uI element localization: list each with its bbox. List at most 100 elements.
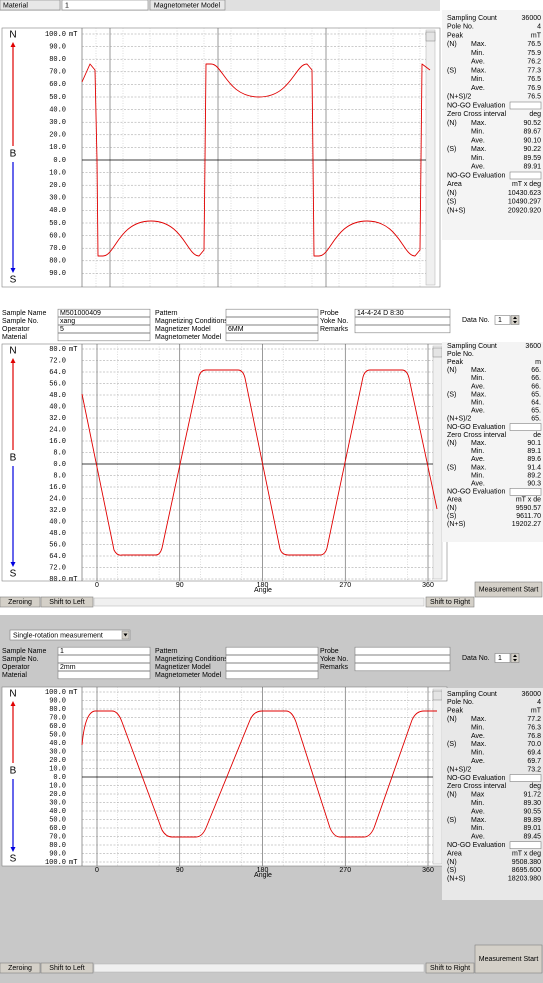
- stat-group: (S): [447, 67, 456, 74]
- y-unit: mT: [69, 689, 77, 697]
- y-tick-label: 40.0: [49, 207, 66, 215]
- stat-value: 66.: [531, 383, 541, 390]
- field-box: [225, 316, 319, 326]
- field-label: Data No.: [462, 317, 490, 324]
- stat-label: Peak: [447, 32, 463, 39]
- scroll-arrow[interactable]: [432, 690, 443, 701]
- chart-area: [1, 686, 448, 867]
- stat-value: de: [533, 432, 541, 439]
- button-label: Measurement Start: [479, 586, 539, 593]
- stat-value: 69.4: [527, 750, 541, 757]
- button[interactable]: [40, 962, 94, 974]
- stat-value: 89.1: [527, 448, 541, 455]
- spinner[interactable]: [510, 315, 520, 325]
- stat-value: 90.52: [523, 120, 541, 127]
- stat-sub-label: Max.: [471, 440, 486, 447]
- field-box: [225, 654, 319, 664]
- button-label: Zeroing: [8, 599, 32, 606]
- stat-label: Peak: [447, 708, 463, 715]
- stat-label: Area: [447, 850, 462, 857]
- field-box: [509, 171, 542, 180]
- button[interactable]: [0, 962, 41, 974]
- stat-sub-label: Ave.: [471, 808, 485, 815]
- button-label: Shift to Left: [49, 965, 84, 972]
- field-box: [354, 324, 451, 334]
- stat-label: Sampling Count: [447, 343, 497, 350]
- y-tick-label: 30.0: [49, 748, 66, 756]
- button[interactable]: [0, 596, 41, 608]
- y-tick-label: 90.0: [49, 270, 66, 278]
- stat-label: Pole No.: [447, 351, 474, 358]
- stat-label: NO-GO Evaluation: [447, 489, 505, 496]
- stat-label: Zero Cross interval: [447, 783, 507, 790]
- button[interactable]: [474, 944, 543, 974]
- data-no-box[interactable]: [494, 315, 511, 325]
- field-box: [354, 662, 451, 672]
- stat-sub-label: Min.: [471, 50, 484, 57]
- stat-sub-label: Ave.: [471, 733, 485, 740]
- south-arrow-head: [10, 268, 16, 273]
- field-value: 1: [498, 317, 502, 324]
- x-tick-label: 270: [339, 582, 351, 589]
- field-value: xang: [60, 318, 75, 325]
- button-label: Shift to Right: [430, 599, 470, 606]
- stat-value: 76.3: [527, 724, 541, 731]
- horizontal-scrollbar[interactable]: [93, 597, 425, 607]
- x-tick-label: 360: [422, 867, 434, 874]
- stat-value: 90.3: [527, 481, 541, 488]
- scroll-arrow[interactable]: [425, 31, 436, 42]
- field-box: [225, 662, 319, 672]
- x-tick-label: 270: [339, 867, 351, 874]
- stat-value: 3600: [525, 343, 541, 350]
- y-tick-label: 30.0: [49, 195, 66, 203]
- scrollbar: [432, 688, 443, 865]
- y-tick-label: 10.0: [49, 782, 66, 790]
- stat-value: 89.59: [523, 155, 541, 162]
- field-box: [509, 487, 542, 496]
- scroll-arrow[interactable]: [432, 347, 443, 358]
- y-tick-label: 40.0: [49, 518, 66, 526]
- y-tick-label: 0.0: [53, 157, 66, 165]
- field-box: [354, 308, 451, 318]
- stat-value: 89.01: [523, 825, 541, 832]
- stat-label: (N+S)/2: [447, 416, 471, 423]
- pole-label: S: [10, 854, 17, 865]
- y-tick-label: 40.0: [49, 808, 66, 816]
- dropdown[interactable]: [9, 629, 131, 641]
- y-tick-label: 60.0: [49, 825, 66, 833]
- stat-value: m: [535, 359, 541, 366]
- stat-sub-label: Max: [471, 792, 485, 799]
- field-label: Material: [2, 334, 27, 341]
- field-value: 5: [60, 326, 64, 333]
- north-arrow-head: [10, 42, 16, 47]
- button[interactable]: [425, 962, 475, 974]
- data-no-box[interactable]: [494, 653, 511, 663]
- button[interactable]: [474, 581, 543, 598]
- south-arrow-head: [10, 847, 16, 852]
- spinner-icon: [513, 654, 517, 662]
- field-box: [57, 332, 151, 342]
- y-tick-label: 30.0: [49, 799, 66, 807]
- x-tick-label: 0: [95, 867, 99, 874]
- tab[interactable]: [149, 0, 226, 11]
- x-tick-label: 90: [176, 867, 184, 874]
- y-tick-label: 24.0: [49, 426, 66, 434]
- stat-label: (S): [447, 199, 456, 206]
- button[interactable]: [40, 596, 94, 608]
- y-tick-label: 100.0: [45, 31, 66, 39]
- stat-value: 89.89: [523, 817, 541, 824]
- y-tick-label: 40.0: [49, 106, 66, 114]
- y-tick-label: 50.0: [49, 816, 66, 824]
- stat-group: (N): [447, 120, 457, 127]
- horizontal-scrollbar[interactable]: [93, 963, 425, 973]
- field-box: [354, 654, 451, 664]
- spinner[interactable]: [510, 653, 520, 663]
- button[interactable]: [425, 596, 475, 608]
- stat-label: (S): [447, 867, 456, 874]
- x-tick-label: 180: [257, 582, 269, 589]
- chart-area: [1, 343, 448, 582]
- y-tick-label: 64.0: [49, 369, 66, 377]
- stat-value: 69.7: [527, 758, 541, 765]
- field-box: [354, 316, 451, 326]
